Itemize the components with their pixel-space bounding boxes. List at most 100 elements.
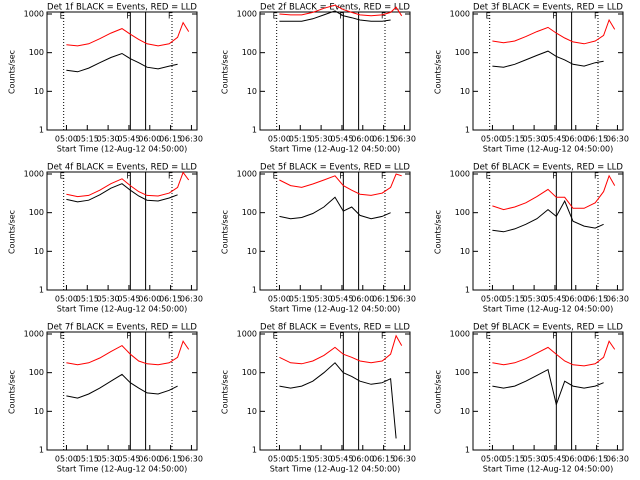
y-axis-label: Counts/sec [8,50,17,94]
x-tick-label: 05:45 [117,135,140,144]
marker-label: F [126,332,131,341]
x-axis-label: Start Time (12-Aug-12 04:50:00) [483,305,614,314]
x-tick-label: 05:15 [502,455,525,464]
y-tick-label: 1000 [24,170,44,179]
series-line [492,199,604,233]
y-tick-label: 100 [242,48,257,57]
x-tick-label: 06:15 [159,295,182,304]
x-tick-label: 05:00 [55,135,78,144]
y-axis-label: Counts/sec [434,370,443,414]
x-tick-label: 05:30 [310,455,333,464]
x-tick-label: 06:00 [351,455,374,464]
x-tick-label: 06:30 [606,135,629,144]
x-tick-label: 06:00 [564,135,587,144]
y-axis-label: Counts/sec [434,50,443,94]
y-tick-label: 10 [34,407,44,416]
y-axis-label: Counts/sec [434,210,443,254]
y-tick-label: 10 [460,247,470,256]
y-tick-label: 10 [34,87,44,96]
x-tick-label: 06:00 [564,295,587,304]
y-tick-label: 1000 [450,330,470,339]
marker-label: E [273,172,278,181]
chart-title: Det 1f BLACK = Events, RED = LLD [47,3,197,13]
chart-title: Det 2f BLACK = Events, RED = LLD [260,3,410,13]
x-tick-label: 05:15 [289,455,312,464]
y-tick-label: 10 [460,87,470,96]
chart-title: Det 5f BLACK = Events, RED = LLD [260,163,410,173]
x-tick-label: 06:00 [138,135,161,144]
marker-label: F [381,332,386,341]
series-line [279,362,397,439]
chart-title: Det 3f BLACK = Events, RED = LLD [473,3,623,13]
x-tick-label: 06:15 [159,455,182,464]
x-tick-label: 06:15 [585,455,608,464]
marker-label: F [339,332,344,341]
plot-frame [472,171,624,291]
y-tick-label: 1 [465,286,470,295]
plot-frame [46,331,198,451]
series-line [66,183,178,203]
marker-label: E [60,172,65,181]
x-axis-label: Start Time (12-Aug-12 04:50:00) [57,145,188,154]
x-tick-label: 05:00 [268,455,291,464]
x-tick-label: 06:30 [393,295,416,304]
plot-frame [259,331,411,451]
marker-label: E [273,12,278,21]
x-tick-label: 05:45 [543,135,566,144]
x-tick-label: 06:30 [606,295,629,304]
chart-title: Det 9f BLACK = Events, RED = LLD [473,323,623,333]
series-line [66,21,190,47]
x-tick-label: 05:15 [76,455,99,464]
x-axis-label: Start Time (12-Aug-12 04:50:00) [57,305,188,314]
x-tick-label: 05:30 [523,455,546,464]
y-tick-label: 100 [455,208,470,217]
y-tick-label: 1 [465,126,470,135]
y-tick-label: 1000 [450,10,470,19]
chart-title: Det 6f BLACK = Events, RED = LLD [473,163,623,173]
y-tick-label: 1 [39,126,44,135]
x-axis-label: Start Time (12-Aug-12 04:50:00) [270,465,401,474]
marker-label: E [60,12,65,21]
marker-label: F [168,12,173,21]
x-tick-label: 06:15 [585,295,608,304]
marker-label: F [594,172,599,181]
series-line [66,171,190,198]
x-tick-label: 05:45 [330,135,353,144]
plot-frame [259,11,411,131]
chart-title: Det 8f BLACK = Events, RED = LLD [260,323,410,333]
plot-frame [259,171,411,291]
x-tick-label: 05:15 [502,135,525,144]
x-tick-label: 05:45 [543,455,566,464]
series-line [492,368,604,407]
y-tick-label: 1000 [237,10,257,19]
y-axis-label: Counts/sec [221,210,230,254]
x-tick-label: 05:15 [289,295,312,304]
x-tick-label: 05:15 [76,135,99,144]
y-tick-label: 1000 [24,10,44,19]
y-tick-label: 10 [247,407,257,416]
plot-frame [472,11,624,131]
y-tick-label: 1 [465,446,470,455]
marker-label: F [168,172,173,181]
series-line [492,174,616,211]
y-axis-label: Counts/sec [8,370,17,414]
x-tick-label: 06:00 [351,295,374,304]
y-tick-label: 1 [252,446,257,455]
series-line [66,340,190,366]
y-tick-label: 1 [39,286,44,295]
x-axis-label: Start Time (12-Aug-12 04:50:00) [270,305,401,314]
chart-title: Det 4f BLACK = Events, RED = LLD [47,163,197,173]
x-tick-label: 05:00 [268,295,291,304]
marker-label: F [168,332,173,341]
y-tick-label: 100 [29,208,44,217]
x-tick-label: 06:15 [372,455,395,464]
series-line [279,10,391,22]
y-tick-label: 100 [455,368,470,377]
x-axis-label: Start Time (12-Aug-12 04:50:00) [483,145,614,154]
marker-label: E [486,12,491,21]
y-tick-label: 1000 [450,170,470,179]
x-tick-label: 05:45 [117,455,140,464]
marker-label: F [126,12,131,21]
x-tick-label: 05:30 [97,295,120,304]
